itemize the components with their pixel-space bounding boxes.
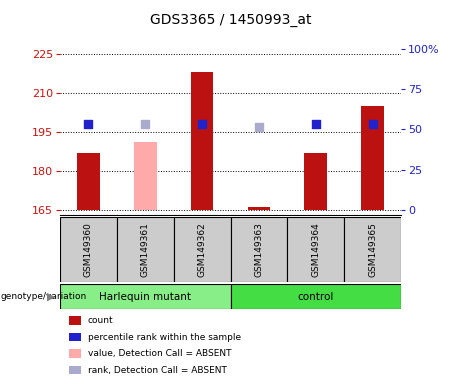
Bar bbox=[361, 106, 384, 210]
Point bbox=[369, 121, 376, 127]
Bar bbox=[191, 72, 213, 210]
Text: value, Detection Call = ABSENT: value, Detection Call = ABSENT bbox=[88, 349, 231, 358]
Text: GSM149365: GSM149365 bbox=[368, 222, 377, 277]
Text: GSM149364: GSM149364 bbox=[311, 222, 320, 277]
Bar bbox=[60, 217, 117, 282]
Bar bbox=[304, 153, 327, 210]
Text: percentile rank within the sample: percentile rank within the sample bbox=[88, 333, 241, 342]
Point bbox=[142, 121, 149, 127]
Point bbox=[85, 121, 92, 127]
Text: count: count bbox=[88, 316, 113, 325]
Bar bbox=[174, 217, 230, 282]
Bar bbox=[230, 284, 401, 309]
Text: ▶: ▶ bbox=[47, 291, 55, 302]
Text: Harlequin mutant: Harlequin mutant bbox=[99, 291, 191, 302]
Text: GDS3365 / 1450993_at: GDS3365 / 1450993_at bbox=[150, 13, 311, 27]
Bar bbox=[287, 217, 344, 282]
Text: GSM149360: GSM149360 bbox=[84, 222, 93, 277]
Bar bbox=[344, 217, 401, 282]
Text: control: control bbox=[298, 291, 334, 302]
Text: GSM149361: GSM149361 bbox=[141, 222, 150, 277]
Point bbox=[255, 124, 263, 130]
Bar bbox=[77, 153, 100, 210]
Bar bbox=[248, 207, 270, 210]
Bar bbox=[134, 142, 157, 210]
Text: GSM149362: GSM149362 bbox=[198, 222, 207, 277]
Text: GSM149363: GSM149363 bbox=[254, 222, 263, 277]
Bar bbox=[60, 284, 230, 309]
Point bbox=[198, 121, 206, 127]
Bar bbox=[230, 217, 287, 282]
Bar bbox=[117, 217, 174, 282]
Text: genotype/variation: genotype/variation bbox=[1, 292, 87, 301]
Text: rank, Detection Call = ABSENT: rank, Detection Call = ABSENT bbox=[88, 366, 226, 375]
Point bbox=[312, 121, 319, 127]
